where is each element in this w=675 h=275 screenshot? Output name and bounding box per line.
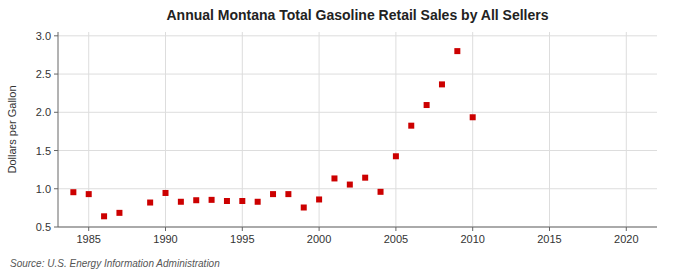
grid-line [165, 32, 166, 227]
x-tick-label: 2005 [384, 233, 408, 245]
y-tick-label: 2.0 [36, 106, 51, 118]
point [285, 191, 291, 197]
point [270, 191, 276, 197]
y-tick-label: 0.5 [36, 221, 51, 233]
x-tick [626, 227, 627, 231]
grid-line [58, 74, 657, 75]
point [224, 198, 230, 204]
x-tick [549, 227, 550, 231]
y-tick [54, 150, 58, 151]
grid-line [58, 227, 657, 228]
x-tick-label: 1990 [153, 233, 177, 245]
point [331, 175, 337, 181]
y-tick [54, 227, 58, 228]
grid-line [58, 188, 657, 189]
point [147, 200, 153, 206]
x-tick [395, 227, 396, 231]
y-tick-label: 1.0 [36, 183, 51, 195]
points [70, 48, 475, 219]
grid-line [395, 32, 396, 227]
point [86, 191, 92, 197]
point [424, 102, 430, 108]
y-axis-line [58, 32, 59, 227]
x-tick-label: 2015 [537, 233, 561, 245]
grid [58, 32, 657, 227]
grid-line [58, 150, 657, 151]
chart: 1985 1990 1995 2000 2005 2010 2015 2020 0.5 1.0 1.… [0, 0, 675, 275]
point [116, 210, 122, 216]
y-tick [54, 188, 58, 189]
point [239, 198, 245, 204]
point [362, 175, 368, 181]
x-tick-label: 2020 [614, 233, 638, 245]
x-tick [88, 227, 89, 231]
x-tick-label: 1985 [76, 233, 100, 245]
ticks: 1985 1990 1995 2000 2005 2010 2015 2020 0.5 1.0 1.… [36, 30, 639, 245]
x-tick [319, 227, 320, 231]
grid-line [58, 112, 657, 113]
x-tick [242, 227, 243, 231]
title: Annual Montana Total Gasoline Retail Sal… [167, 7, 549, 23]
source: Source: U.S. Energy Information Administ… [10, 258, 220, 269]
y-tick [54, 112, 58, 113]
grid-line [626, 32, 627, 227]
point [470, 114, 476, 120]
point [70, 189, 76, 195]
point [178, 199, 184, 205]
x-axis-line [58, 227, 657, 228]
x-tick-label: 2010 [460, 233, 484, 245]
point [454, 48, 460, 54]
grid-line [549, 32, 550, 227]
point [393, 153, 399, 159]
point [209, 197, 215, 203]
point [193, 197, 199, 203]
point [101, 213, 107, 219]
x-tick [472, 227, 473, 231]
y-tick [54, 74, 58, 75]
point [439, 81, 445, 87]
y-tick [54, 35, 58, 36]
point [163, 190, 169, 196]
x-tick-label: 2000 [307, 233, 331, 245]
grid-line [88, 32, 89, 227]
grid-line [472, 32, 473, 227]
point [408, 123, 414, 129]
x-tick-label: 1995 [230, 233, 254, 245]
y-tick-label: 1.5 [36, 145, 51, 157]
grid-line [58, 35, 657, 36]
point [347, 182, 353, 188]
point [301, 205, 307, 211]
x-tick [165, 227, 166, 231]
y-tick-label: 2.5 [36, 68, 51, 80]
y-axis-label: Dollars per Gallon [6, 85, 18, 173]
point [378, 189, 384, 195]
y-tick-label: 3.0 [36, 30, 51, 42]
point [316, 196, 322, 202]
point [255, 199, 261, 205]
grid-line [242, 32, 243, 227]
